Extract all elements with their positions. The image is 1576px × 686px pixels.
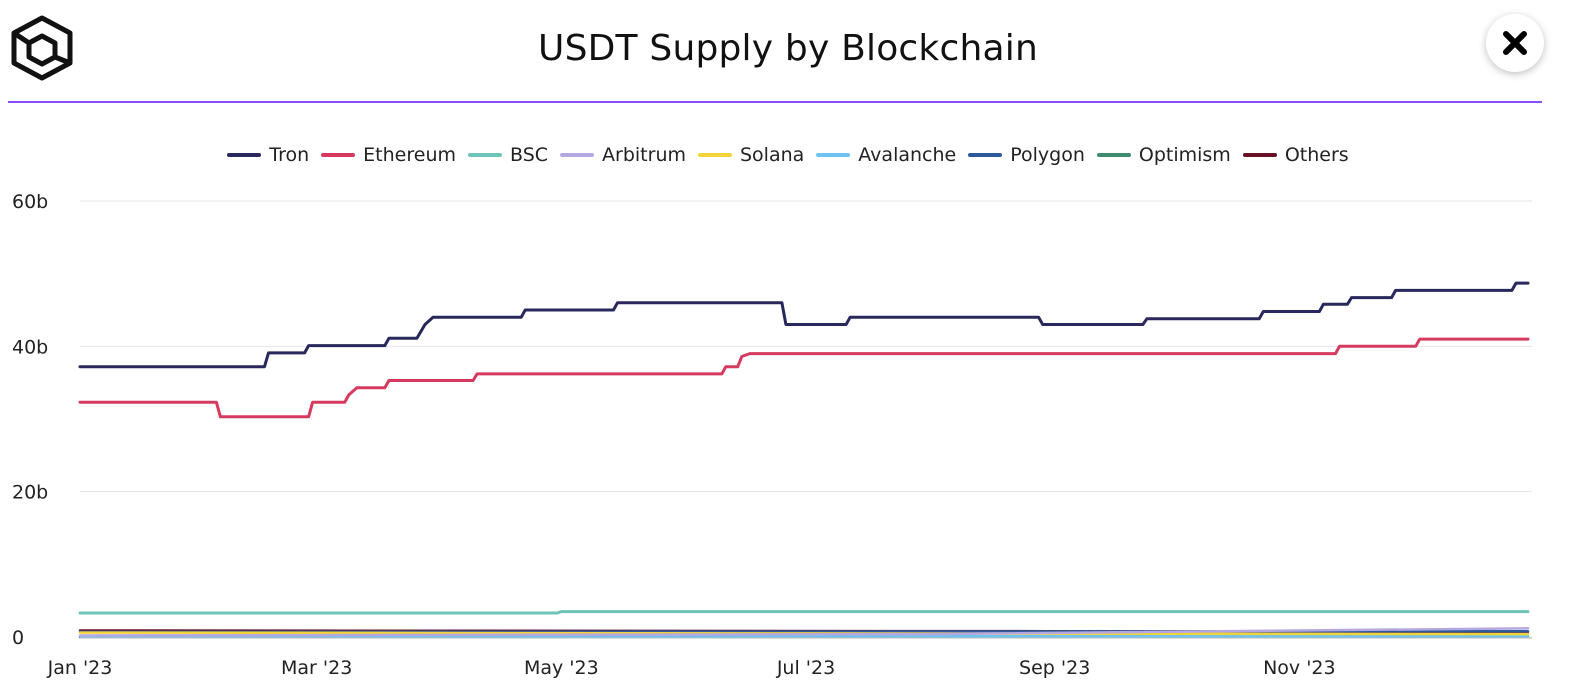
series-line-bsc [78,610,1530,615]
cube-logo-icon [11,15,73,81]
legend-label: Solana [740,144,805,166]
series-line-tron [78,281,1530,369]
legend-item-optimism[interactable]: Optimism [1096,144,1231,166]
legend-swatch [968,153,1003,157]
legend-item-solana[interactable]: Solana [698,144,804,166]
x-tick-label: May '23 [524,657,599,679]
x-tick-label: Nov '23 [1263,657,1336,679]
legend-label: BSC [510,144,549,166]
y-tick-label: 0 [12,627,24,649]
x-tick-label: Mar '23 [281,657,352,679]
legend-item-avalanche[interactable]: Avalanche [816,144,956,166]
line-chart: 0 20b 40b 60b Jan '23 Mar '23 May '23 Jul '23 Se… [12,191,1532,679]
chart-title: USDT Supply by Blockchain [538,28,1038,69]
legend-swatch [698,153,732,157]
legend-swatch [1242,153,1277,157]
chart-header: USDT Supply by Blockchain [0,0,1576,104]
legend-label: Avalanche [858,144,957,166]
close-button[interactable] [1486,14,1544,72]
legend-label: Polygon [1010,144,1085,166]
legend-swatch [468,153,502,157]
legend-item-polygon[interactable]: Polygon [968,144,1085,166]
close-icon [1503,31,1527,55]
header-divider [8,101,1542,103]
legend-swatch [560,153,595,157]
x-tick-label: Sep '23 [1019,657,1090,679]
y-tick-label: 20b [12,482,48,504]
legend-swatch [816,153,851,157]
legend-swatch [321,153,356,157]
legend-label: Ethereum [363,144,456,166]
legend-swatch [227,153,262,157]
x-tick-label: Jan '23 [47,657,113,679]
y-tick-label: 40b [12,336,48,358]
series-line-arbitrum [78,627,1530,637]
series-line-ethereum [78,337,1530,419]
legend-item-tron[interactable]: Tron [227,144,309,166]
legend-label: Optimism [1138,144,1231,166]
legend-label: Arbitrum [602,144,686,166]
legend-label: Tron [269,144,310,166]
legend-item-others[interactable]: Others [1242,144,1349,166]
legend-swatch [1096,153,1131,157]
legend-item-ethereum[interactable]: Ethereum [321,144,456,166]
y-tick-label: 60b [12,191,48,213]
legend-item-bsc[interactable]: BSC [468,144,548,166]
legend-label: Others [1284,144,1349,166]
legend-item-arbitrum[interactable]: Arbitrum [560,144,686,166]
x-tick-label: Jul '23 [776,657,835,679]
chart-legend: Tron Ethereum BSC Arbitrum Solana Avalanche Po… [0,144,1576,166]
